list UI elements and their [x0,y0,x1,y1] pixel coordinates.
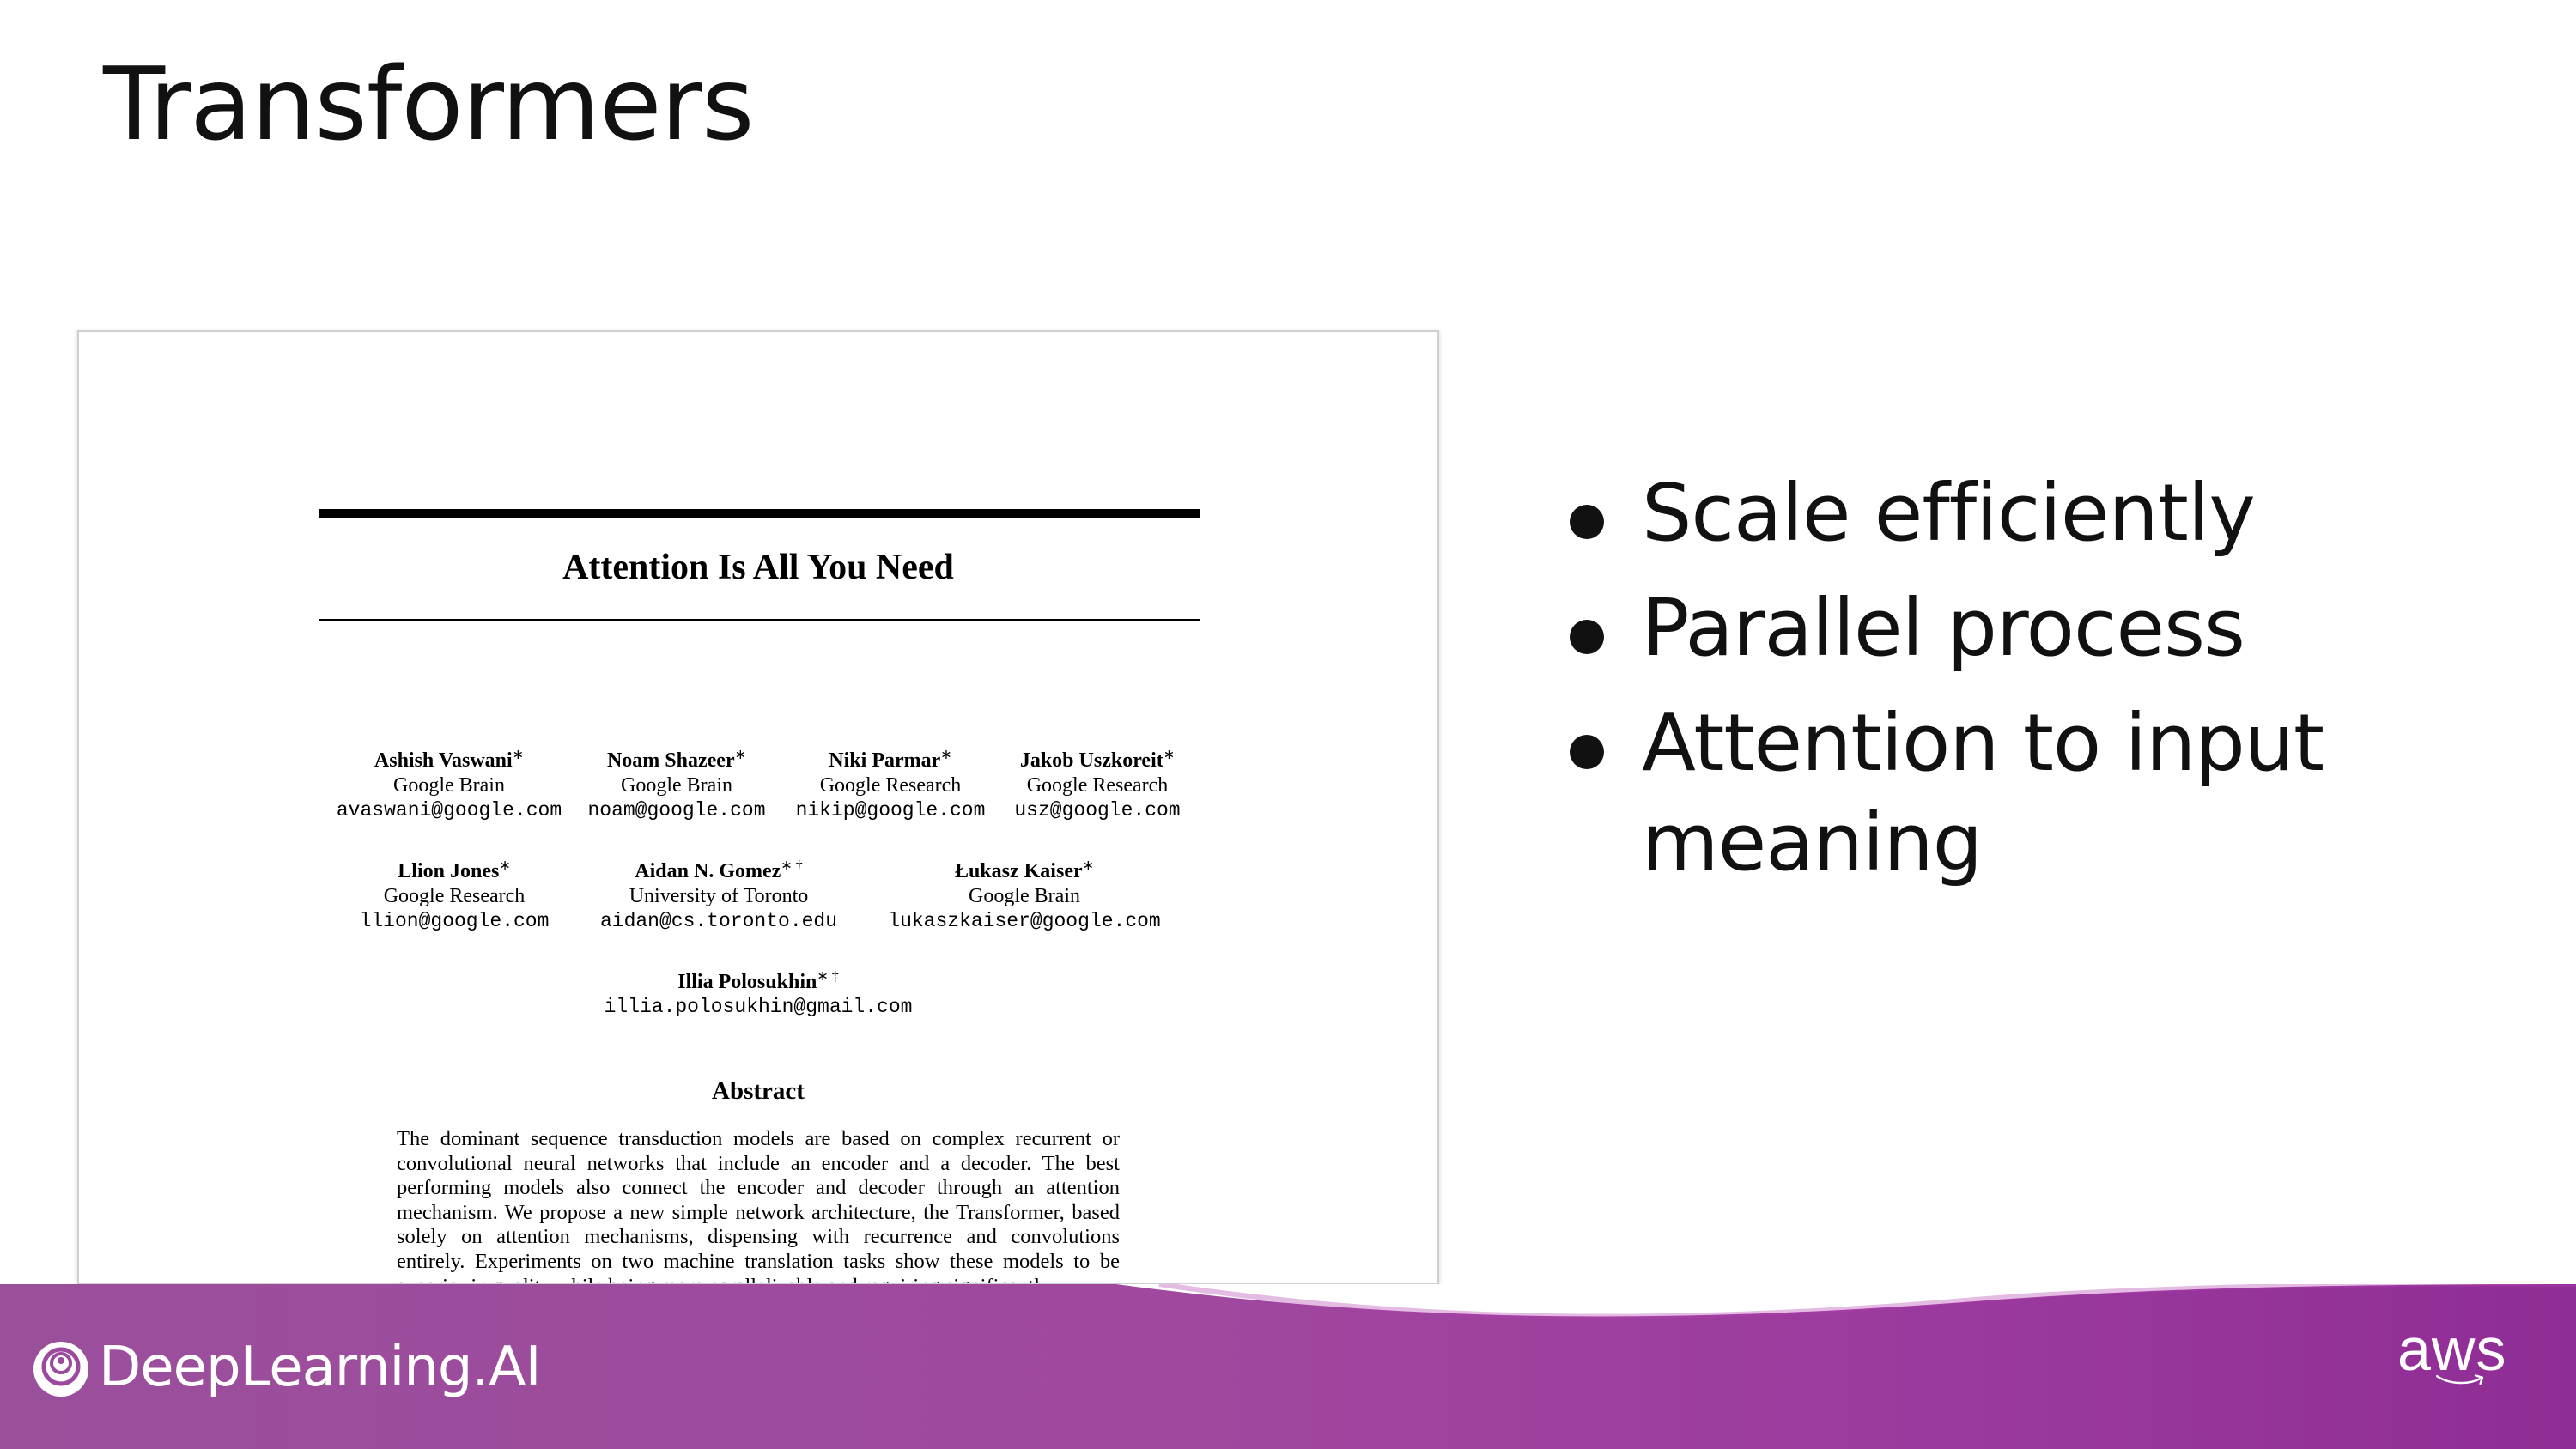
author-card: Jakob Uszkoreit∗ Google Research usz@goo… [1014,743,1180,823]
author-email: llion@google.com [359,910,550,932]
author-card: Łukasz Kaiser∗ Google Brain lukaszkaiser… [888,853,1160,934]
author-affiliation: Google Research [1026,774,1169,797]
bullet-text: Attention to input meaning [1642,697,2324,888]
bullet-list: Scale efficiently Parallel process Atten… [1563,464,2507,908]
abstract-text: The dominant sequence transduction model… [397,1127,1120,1283]
brand-name: DeepLearning.AI [99,1336,541,1399]
author-name: Aidan N. Gomez [635,860,781,882]
author-name: Llion Jones [398,860,500,882]
author-affiliation: Google Research [383,885,526,907]
author-mark: ∗ [499,858,511,873]
author-name: Noam Shazeer [606,749,735,772]
author-email: usz@google.com [1014,799,1181,822]
author-affiliation: University of Toronto [629,885,809,907]
abstract-heading: Abstract [712,1077,805,1105]
author-affiliation: Google Brain [969,885,1080,907]
bullet-dot-icon [1570,505,1604,539]
author-affiliation: Google Brain [393,774,505,797]
footer-wave [1116,1284,2576,1319]
author-card: Aidan N. Gomez∗ † University of Toronto … [600,853,837,934]
author-card: Noam Shazeer∗ Google Brain noam@google.c… [587,743,765,823]
author-card: Niki Parmar∗ Google Research nikip@googl… [796,743,986,823]
author-email: nikip@google.com [795,799,986,822]
bullet-text: Parallel process [1642,582,2245,674]
author-card: Illia Polosukhin∗ ‡ illia.polosukhin@gma… [605,964,913,1020]
title-rule-bottom [319,619,1200,621]
author-mark: ∗ ‡ [817,969,839,984]
bullet-text: Scale efficiently [1642,467,2256,559]
author-affiliation: Google Brain [621,774,732,797]
author-mark: ∗ [1163,748,1176,762]
paper-title: Attention Is All You Need [562,548,954,587]
author-email: illia.polosukhin@gmail.com [604,996,913,1018]
author-mark: ∗ [1082,858,1095,873]
aws-logo-text: aws [2397,1316,2507,1383]
bullet-dot-icon [1570,735,1604,769]
slide-title: Transformers [103,45,755,163]
bullet-item: Scale efficiently [1563,464,2507,563]
footer-bar [0,1284,2576,1449]
author-name: Jakob Uszkoreit [1019,749,1163,772]
author-email: avaswani@google.com [336,799,562,822]
author-mark: ∗ [940,748,952,762]
author-mark: ∗ [512,748,525,762]
author-name: Łukasz Kaiser [954,860,1083,882]
bullet-dot-icon [1570,620,1604,654]
author-name: Ashish Vaswani [374,749,513,772]
paper-screenshot: Attention Is All You Need Ashish Vaswani… [77,330,1439,1285]
author-mark: ∗ † [781,858,803,873]
deeplearning-logo-icon [33,1342,88,1397]
title-rule-top [319,509,1200,518]
author-card: Ashish Vaswani∗ Google Brain avaswani@go… [337,743,562,823]
author-email: aidan@cs.toronto.edu [599,910,838,932]
aws-smile-icon [2436,1374,2484,1385]
author-email: noam@google.com [587,799,766,822]
author-email: lukaszkaiser@google.com [888,910,1161,932]
author-mark: ∗ [734,748,747,762]
author-affiliation: Google Research [819,774,962,797]
author-name: Niki Parmar [829,749,941,772]
author-card: Llion Jones∗ Google Research llion@googl… [360,853,550,934]
author-name: Illia Polosukhin [677,971,817,993]
bullet-item: Parallel process [1563,579,2507,678]
bullet-item: Attention to input meaning [1563,694,2507,893]
